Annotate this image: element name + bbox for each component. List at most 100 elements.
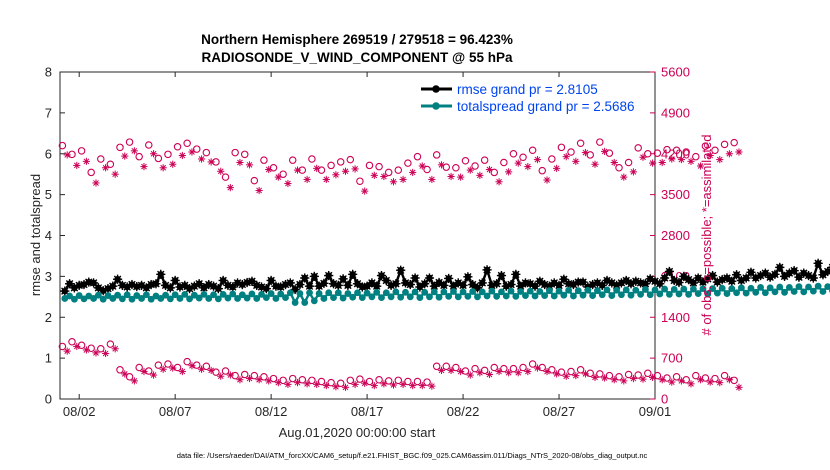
totalspread-point	[445, 293, 453, 300]
y-left-tick-label: 1	[45, 351, 52, 366]
rmse-point	[664, 266, 674, 277]
obs-assimilated-marker	[735, 148, 743, 156]
totalspread-point	[526, 287, 534, 295]
rmse-point-spoke	[464, 273, 472, 281]
obs-assimilated-marker	[524, 367, 532, 376]
rmse-point	[108, 281, 118, 291]
obs-assimilated-marker	[543, 176, 551, 184]
chart-title-line1: Northern Hemisphere 269519 / 279518 = 96…	[201, 32, 513, 47]
obs-possible-marker	[336, 379, 345, 387]
obs-possible-marker	[202, 148, 211, 157]
totalspread-point	[747, 284, 755, 292]
star-stroke	[419, 163, 426, 169]
star-stroke	[448, 367, 454, 374]
obs-assimilated-marker	[505, 168, 513, 176]
chart-title-line2: RADIOSONDE_V_WIND_COMPONENT @ 55 hPa	[202, 50, 513, 65]
obs-possible-marker	[106, 340, 115, 348]
obs-assimilated-marker	[476, 369, 484, 377]
rmse-point	[184, 284, 195, 294]
rmse-point-spoke	[646, 275, 654, 283]
x-tick-label: 08/17	[351, 404, 384, 419]
rmse-point	[511, 269, 521, 279]
rmse-point	[285, 278, 295, 288]
rmse-point	[165, 283, 175, 293]
y-left-tick-label: 3	[45, 269, 52, 284]
obs-assimilated-marker	[341, 383, 350, 391]
rmse-point-spoke	[675, 278, 683, 287]
x-axis-label: Aug.01,2020 00:00:00 start	[279, 425, 436, 440]
obs-assimilated-marker	[63, 151, 71, 159]
y-left-tick-label: 6	[45, 146, 52, 161]
totalspread-point	[574, 287, 582, 295]
obs-assimilated-marker	[620, 173, 628, 181]
obs-assimilated-marker	[178, 367, 186, 376]
obs-possible-marker	[58, 141, 67, 150]
y-left-tick-label: 0	[45, 392, 52, 407]
rmse-point-spoke	[536, 277, 544, 286]
obs-assimilated-marker	[101, 164, 110, 172]
rmse-point	[333, 280, 343, 290]
obs-possible-marker	[548, 155, 556, 163]
totalspread-point	[75, 292, 83, 299]
totalspread-point	[382, 289, 390, 297]
totalspread-point	[824, 283, 830, 290]
obs-assimilated-marker	[524, 162, 532, 171]
legend-label-totalspread: totalspread grand pr = 2.5686	[457, 99, 635, 114]
obs-possible-marker	[145, 141, 153, 149]
star-stroke	[179, 368, 186, 375]
obs-assimilated-marker	[130, 377, 138, 385]
obs-assimilated-marker	[121, 152, 129, 160]
obs-possible-marker	[288, 374, 297, 383]
rmse-point-spoke	[632, 277, 640, 286]
obs-possible-marker	[576, 366, 585, 374]
obs-possible-marker	[183, 139, 191, 147]
totalspread-point	[713, 289, 721, 297]
star-stroke	[371, 382, 378, 389]
x-tick-label: 08/27	[543, 404, 576, 419]
obs-assimilated-marker	[159, 164, 167, 172]
rmse-point-spoke	[507, 280, 515, 289]
rmse-point	[775, 262, 785, 272]
totalspread-point	[358, 294, 366, 302]
star-stroke	[294, 379, 301, 386]
totalspread-point	[565, 286, 573, 294]
rmse-point-spoke	[492, 279, 501, 288]
totalspread-point	[555, 287, 563, 295]
totalspread-point	[426, 293, 433, 301]
obs-assimilated-marker	[361, 379, 369, 387]
obs-assimilated-marker	[389, 178, 398, 186]
obs-assimilated-marker	[562, 372, 570, 380]
star-stroke	[553, 165, 560, 172]
totalspread-point	[195, 294, 203, 302]
rmse-point-spoke	[353, 279, 362, 288]
obs-assimilated-marker	[274, 379, 282, 387]
rmse-point	[189, 281, 199, 291]
totalspread-point	[598, 291, 606, 299]
star-stroke	[688, 158, 694, 165]
star-stroke	[93, 180, 99, 186]
obs-assimilated-marker	[313, 164, 321, 172]
star-stroke	[592, 161, 598, 168]
rmse-point	[60, 286, 70, 296]
rmse-point-spoke	[435, 278, 443, 287]
star-stroke	[285, 180, 291, 187]
rmse-point-spoke	[670, 276, 678, 285]
obs-possible-marker	[730, 376, 738, 385]
totalspread-point	[90, 295, 97, 302]
obs-possible-marker	[68, 150, 76, 159]
rmse-point-spoke	[579, 278, 587, 286]
totalspread-point	[454, 293, 462, 301]
x-axis: 08/02 08/07 08/12 08/17 08/22 08/27 09/01	[63, 72, 671, 419]
obs-possible-marker	[231, 371, 239, 380]
totalspread-point	[310, 297, 318, 305]
totalspread-point	[498, 288, 505, 296]
obs-possible-marker	[346, 376, 355, 385]
rmse-point-spoke	[372, 282, 381, 290]
star-stroke	[611, 376, 618, 383]
totalspread-point	[800, 288, 808, 296]
rmse-point	[468, 279, 478, 290]
x-tick-label: 08/07	[159, 404, 192, 419]
obs-assimilated-marker	[677, 377, 685, 385]
obs-possible-marker	[596, 138, 604, 146]
totalspread-point	[387, 293, 395, 301]
